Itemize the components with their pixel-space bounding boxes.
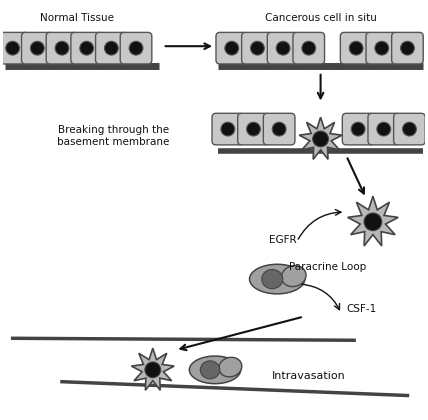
Text: CSF-1: CSF-1 [346, 304, 377, 314]
Circle shape [6, 41, 20, 55]
Circle shape [351, 122, 365, 136]
Circle shape [302, 41, 316, 55]
Circle shape [104, 41, 118, 55]
Text: Breaking through the
basement membrane: Breaking through the basement membrane [57, 125, 169, 147]
Circle shape [401, 41, 414, 55]
Circle shape [250, 41, 265, 55]
FancyBboxPatch shape [0, 32, 28, 64]
Ellipse shape [189, 356, 241, 384]
FancyBboxPatch shape [368, 113, 400, 145]
Circle shape [129, 41, 143, 55]
Circle shape [349, 41, 363, 55]
FancyBboxPatch shape [366, 32, 398, 64]
FancyBboxPatch shape [21, 32, 53, 64]
Ellipse shape [282, 265, 306, 286]
Circle shape [377, 122, 391, 136]
Circle shape [276, 41, 290, 55]
FancyBboxPatch shape [293, 32, 324, 64]
FancyBboxPatch shape [392, 32, 423, 64]
Text: Cancerous cell in situ: Cancerous cell in situ [265, 13, 377, 23]
FancyBboxPatch shape [263, 113, 295, 145]
FancyBboxPatch shape [238, 113, 269, 145]
Circle shape [55, 41, 69, 55]
FancyBboxPatch shape [46, 32, 78, 64]
Circle shape [80, 41, 94, 55]
Text: Paracrine Loop: Paracrine Loop [289, 262, 366, 272]
FancyBboxPatch shape [216, 32, 247, 64]
Circle shape [272, 122, 286, 136]
Circle shape [375, 41, 389, 55]
Circle shape [225, 41, 239, 55]
Circle shape [30, 41, 44, 55]
Circle shape [313, 131, 329, 147]
Circle shape [364, 213, 382, 231]
Ellipse shape [219, 357, 242, 377]
PathPatch shape [131, 348, 174, 390]
FancyBboxPatch shape [268, 32, 299, 64]
Circle shape [247, 122, 260, 136]
FancyBboxPatch shape [71, 32, 102, 64]
Circle shape [402, 122, 416, 136]
Text: EGFR: EGFR [269, 235, 297, 244]
Circle shape [221, 122, 235, 136]
FancyBboxPatch shape [212, 113, 244, 145]
Ellipse shape [200, 361, 220, 379]
PathPatch shape [348, 196, 398, 246]
PathPatch shape [299, 117, 342, 159]
FancyBboxPatch shape [120, 32, 152, 64]
Ellipse shape [262, 270, 283, 289]
Circle shape [145, 362, 160, 378]
FancyBboxPatch shape [242, 32, 273, 64]
Ellipse shape [250, 264, 305, 294]
FancyBboxPatch shape [95, 32, 127, 64]
FancyBboxPatch shape [340, 32, 372, 64]
Text: Intravasation: Intravasation [272, 371, 346, 381]
Text: Normal Tissue: Normal Tissue [40, 13, 114, 23]
FancyBboxPatch shape [342, 113, 374, 145]
FancyBboxPatch shape [394, 113, 425, 145]
